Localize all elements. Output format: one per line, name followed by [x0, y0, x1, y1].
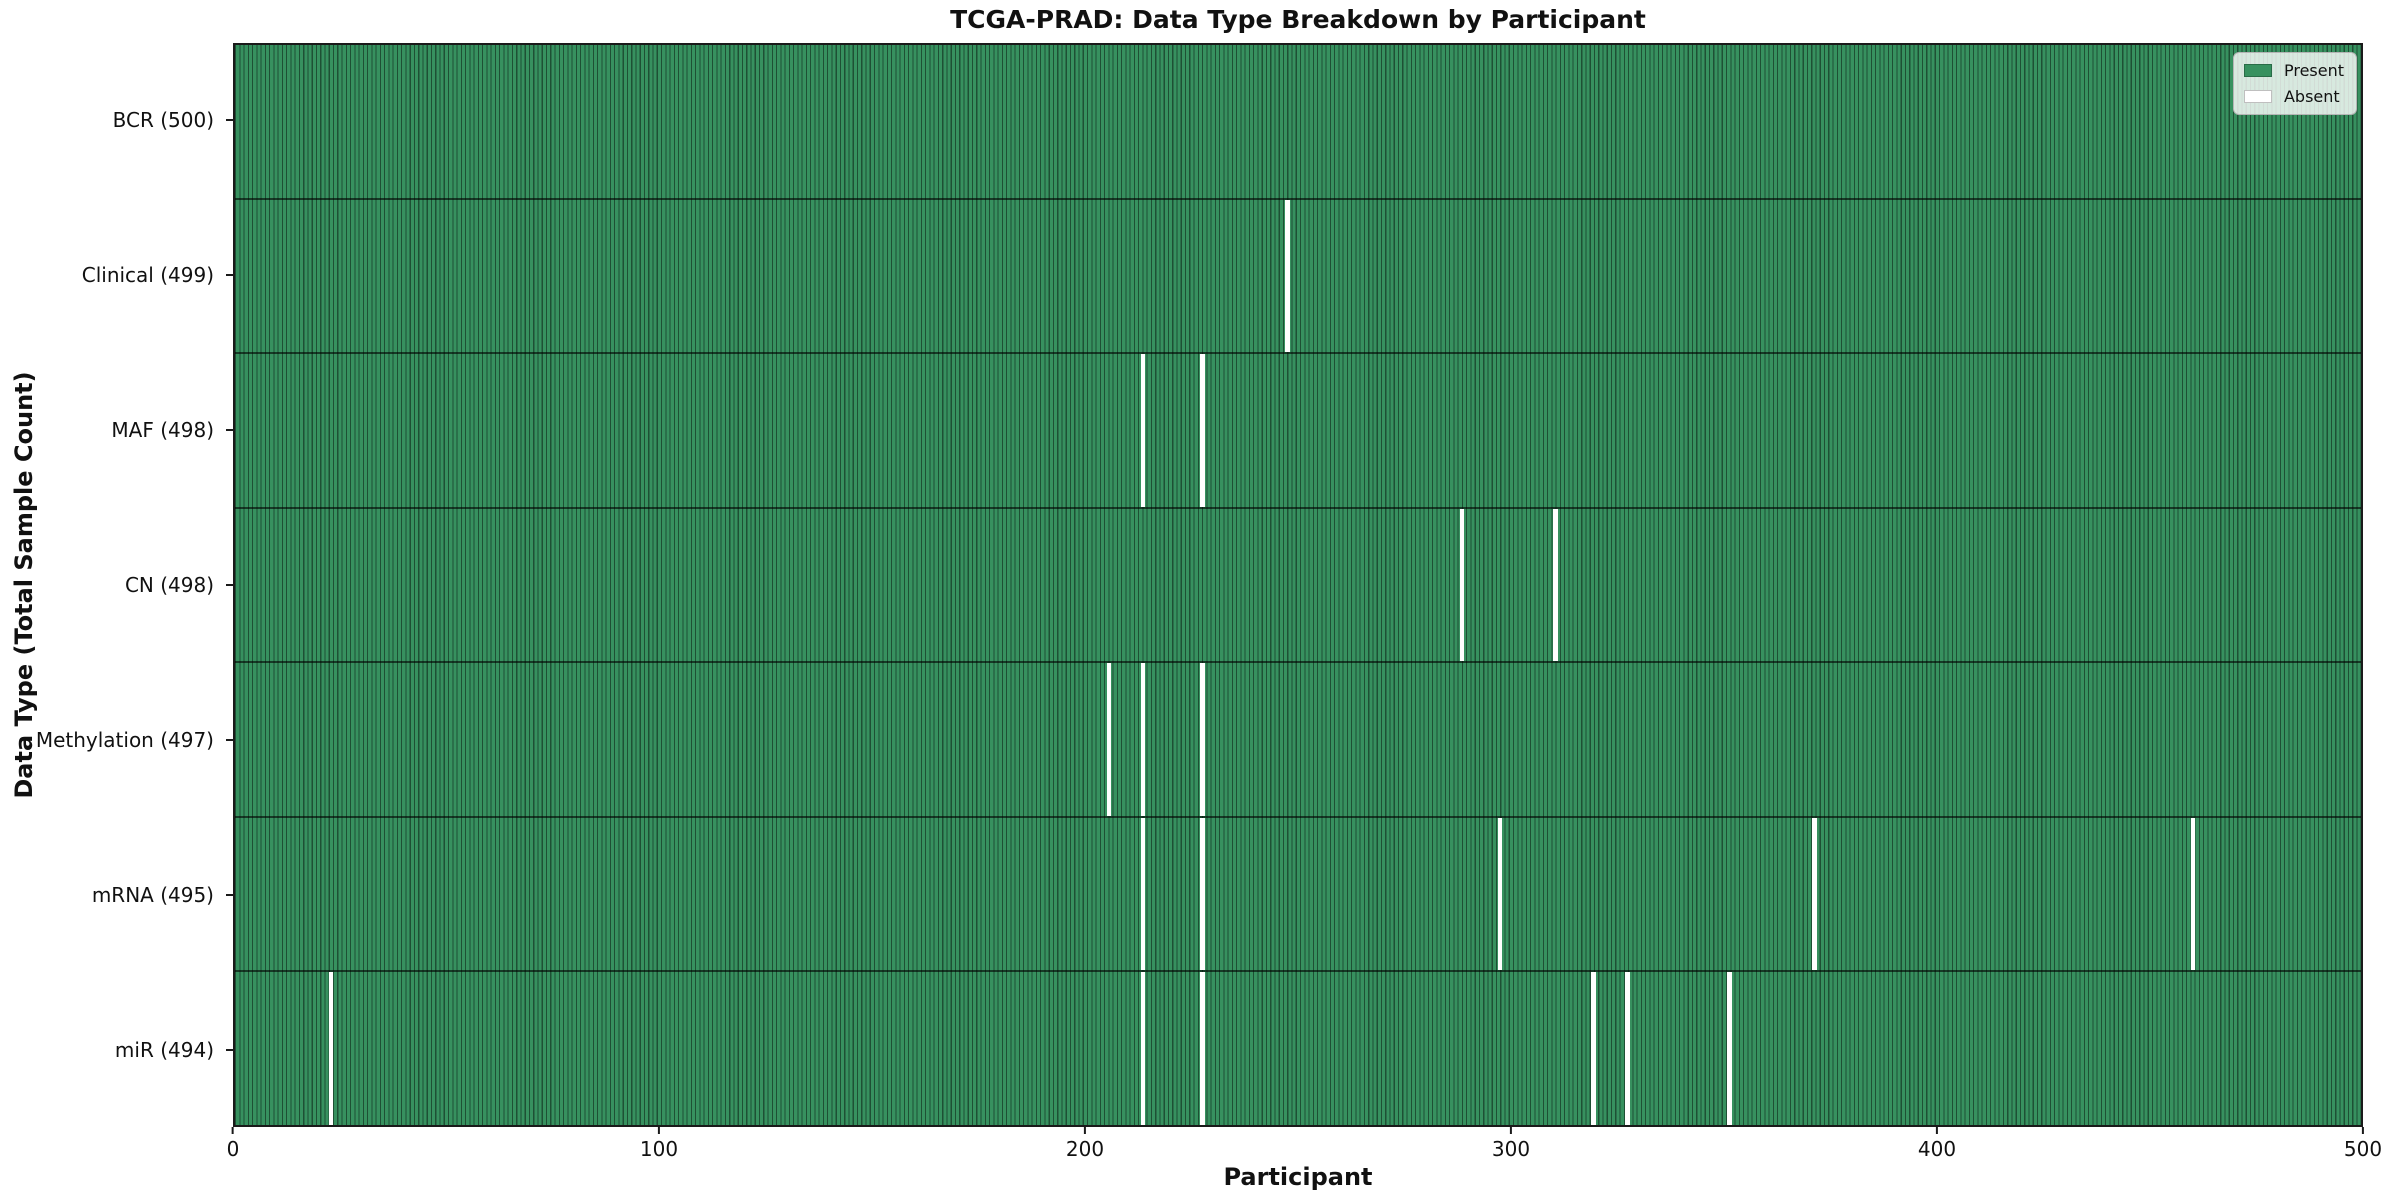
- absent-gap: [1140, 663, 1146, 816]
- y-tick-mark: [226, 738, 233, 741]
- absent-gap: [1140, 817, 1146, 971]
- x-tick: 400: [1918, 1127, 1956, 1161]
- absent-gap: [1106, 663, 1112, 816]
- absent-gap: [1140, 972, 1146, 1126]
- x-tick-label: 0: [226, 1137, 240, 1161]
- y-tick-label: miR (494): [114, 1037, 214, 1062]
- legend-item-absent: Absent: [2243, 87, 2344, 106]
- datatype-row-maf: [235, 352, 2361, 507]
- x-tick-label: 200: [1065, 1137, 1105, 1161]
- x-tick: 100: [640, 1127, 678, 1161]
- x-tick: 200: [1066, 1127, 1104, 1161]
- y-tick-labels: BCR (500) Clinical (499) MAF (498) CN (498)…: [0, 43, 222, 1127]
- present-swatch-icon: [2243, 64, 2272, 77]
- absent-gap: [1200, 354, 1205, 507]
- absent-gap: [1459, 508, 1465, 662]
- datatype-row-bcr: [235, 45, 2361, 198]
- absent-gap: [328, 972, 333, 1126]
- x-tick-label: 500: [2343, 1137, 2383, 1161]
- y-tick-mark: [226, 893, 233, 896]
- absent-gap: [1591, 972, 1596, 1126]
- x-tick: 0: [226, 1127, 240, 1161]
- x-tick: 500: [2344, 1127, 2382, 1161]
- plot-area: Present Absent: [233, 43, 2363, 1127]
- datatype-row-methylation: [235, 661, 2361, 816]
- y-tick-mark: [226, 584, 233, 586]
- chart-title: TCGA-PRAD: Data Type Breakdown by Partic…: [950, 5, 1646, 34]
- y-tick-mark: [226, 1048, 233, 1051]
- datatype-row-clinical: [235, 197, 2361, 353]
- absent-gap: [1200, 972, 1205, 1126]
- datatype-row-cn: [235, 506, 2361, 662]
- absent-gap: [1812, 817, 1817, 971]
- x-tick: 300: [1492, 1127, 1530, 1161]
- datatype-row-mir: [235, 970, 2361, 1126]
- legend-label-absent: Absent: [2283, 87, 2340, 106]
- absent-gap: [1285, 199, 1290, 353]
- x-tick-mark: [1084, 1127, 1086, 1134]
- datatype-row-mrna: [235, 815, 2361, 971]
- x-tick-mark: [1936, 1127, 1938, 1134]
- absent-gap: [1727, 972, 1732, 1126]
- y-tick-label: Clinical (499): [81, 263, 214, 288]
- x-tick-label: 400: [1917, 1137, 1957, 1161]
- y-tick-label: Methylation (497): [35, 727, 214, 752]
- absent-gap: [1200, 663, 1205, 816]
- absent-gap: [1497, 817, 1503, 971]
- x-tick-mark: [1510, 1127, 1512, 1134]
- y-tick-label: MAF (498): [111, 418, 214, 443]
- y-tick-label: mRNA (495): [91, 882, 214, 907]
- x-tick-labels: 0 100 200 300 400 500: [227, 1127, 2382, 1167]
- legend-item-present: Present: [2243, 61, 2344, 80]
- x-tick-label: 100: [639, 1137, 679, 1161]
- absent-gap: [2190, 817, 2196, 971]
- x-tick-label: 300: [1491, 1137, 1531, 1161]
- absent-gap: [1140, 354, 1146, 507]
- legend-label-present: Present: [2283, 61, 2344, 80]
- y-tick-label: BCR (500): [112, 108, 214, 133]
- x-tick-mark: [2362, 1127, 2364, 1134]
- y-tick-mark: [226, 429, 233, 432]
- x-tick-mark: [231, 1127, 234, 1134]
- legend: Present Absent: [2232, 52, 2357, 115]
- absent-gap: [1625, 972, 1630, 1126]
- y-tick-mark: [226, 119, 233, 122]
- absent-gap: [1200, 817, 1205, 971]
- x-axis-label: Participant: [1223, 1163, 1373, 1191]
- y-tick-marks: [226, 43, 233, 1127]
- x-tick-mark: [658, 1127, 660, 1134]
- absent-swatch-icon: [2243, 90, 2272, 103]
- y-tick-mark: [226, 274, 233, 277]
- y-tick-label: CN (498): [124, 573, 214, 597]
- absent-gap: [1553, 508, 1558, 662]
